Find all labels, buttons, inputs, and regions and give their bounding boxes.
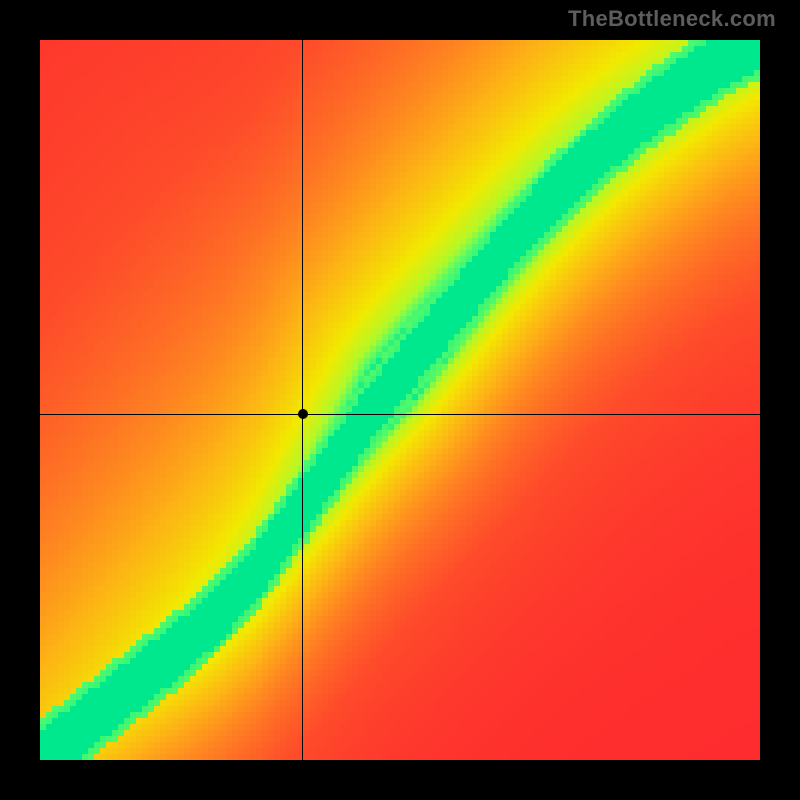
crosshair-vertical [302,40,303,760]
heatmap-canvas [40,40,760,760]
crosshair-horizontal [40,414,760,415]
heatmap-plot [40,40,760,760]
watermark-text: TheBottleneck.com [568,6,776,32]
